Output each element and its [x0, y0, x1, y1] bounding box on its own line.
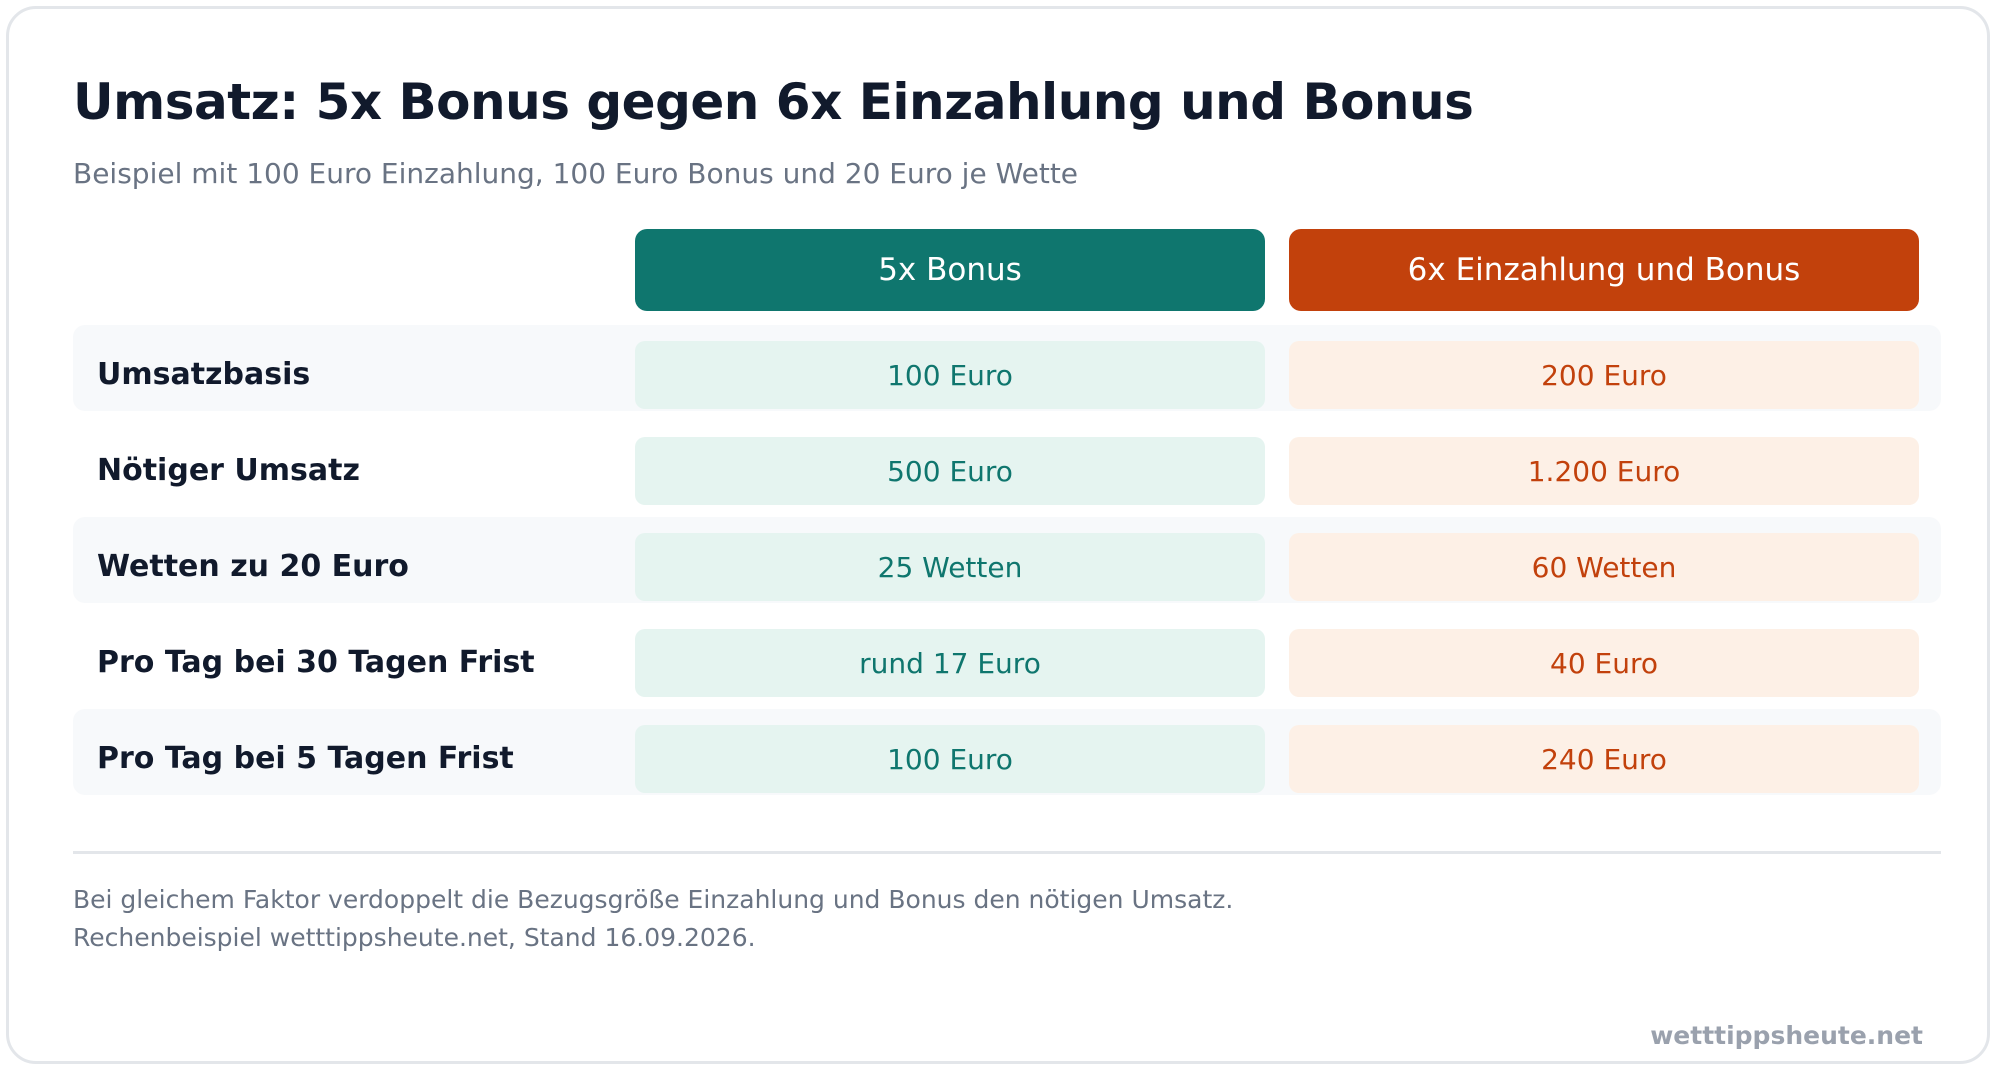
row-label-pro-tag-5-tage: Pro Tag bei 5 Tagen Frist: [97, 740, 514, 776]
brand-watermark: wetttippsheute.net: [1650, 1021, 1923, 1050]
table-cell: 100 Euro: [635, 725, 1265, 793]
column-header-5x-bonus: 5x Bonus: [635, 229, 1265, 311]
table-cell: 25 Wetten: [635, 533, 1265, 601]
chart-subtitle: Beispiel mit 100 Euro Einzahlung, 100 Eu…: [73, 157, 1079, 190]
footer-divider: [73, 851, 1941, 854]
table-cell: 60 Wetten: [1289, 533, 1919, 601]
chart-title: Umsatz: 5x Bonus gegen 6x Einzahlung und…: [73, 73, 1474, 131]
table-cell: 40 Euro: [1289, 629, 1919, 697]
row-label-noetiger-umsatz: Nötiger Umsatz: [97, 452, 360, 488]
table-cell: rund 17 Euro: [635, 629, 1265, 697]
footnote-line-1: Bei gleichem Faktor verdoppelt die Bezug…: [73, 885, 1234, 914]
table-cell: 200 Euro: [1289, 341, 1919, 409]
table-cell: 100 Euro: [635, 341, 1265, 409]
table-cell: 500 Euro: [635, 437, 1265, 505]
footnote-line-2: Rechenbeispiel wetttippsheute.net, Stand…: [73, 923, 756, 952]
column-header-6x-einzahlung-bonus: 6x Einzahlung und Bonus: [1289, 229, 1919, 311]
row-label-wetten-zu-20-euro: Wetten zu 20 Euro: [97, 548, 409, 584]
row-label-umsatzbasis: Umsatzbasis: [97, 356, 311, 392]
chart-card: Umsatz: 5x Bonus gegen 6x Einzahlung und…: [6, 6, 1990, 1064]
row-label-pro-tag-30-tage: Pro Tag bei 30 Tagen Frist: [97, 644, 535, 680]
table-cell: 240 Euro: [1289, 725, 1919, 793]
table-cell: 1.200 Euro: [1289, 437, 1919, 505]
